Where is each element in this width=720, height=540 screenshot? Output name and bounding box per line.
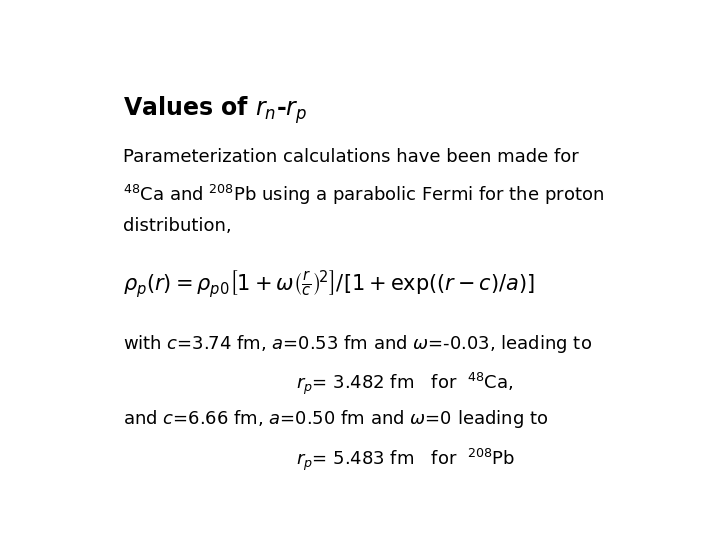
Text: Values of $\mathbf{\mathit{r}_{\mathit{n}}}$-$\mathbf{\mathit{r}_{\mathit{p}}}$: Values of $\mathbf{\mathit{r}_{\mathit{n…: [124, 94, 307, 126]
Text: Parameterization calculations have been made for: Parameterization calculations have been …: [124, 148, 579, 166]
Text: $r_p$= 3.482 fm   for  $^{48}$Ca,: $r_p$= 3.482 fm for $^{48}$Ca,: [297, 370, 514, 397]
Text: distribution,: distribution,: [124, 217, 232, 234]
Text: $r_p$= 5.483 fm   for  $^{208}$Pb: $r_p$= 5.483 fm for $^{208}$Pb: [297, 447, 516, 473]
Text: with $c$=3.74 fm, $a$=0.53 fm and $\omega$=-0.03, leading to: with $c$=3.74 fm, $a$=0.53 fm and $\omeg…: [124, 333, 593, 355]
Text: $^{48}$Ca and $^{208}$Pb using a parabolic Fermi for the proton: $^{48}$Ca and $^{208}$Pb using a parabol…: [124, 183, 605, 207]
Text: and $c$=6.66 fm, $a$=0.50 fm and $\omega$=0 leading to: and $c$=6.66 fm, $a$=0.50 fm and $\omega…: [124, 408, 549, 430]
Text: $\rho_p(r) = \rho_{p0}\left[1+\omega\left(\frac{r}{c}\right)^{\!2}\right]/\left[: $\rho_p(r) = \rho_{p0}\left[1+\omega\lef…: [124, 268, 536, 300]
